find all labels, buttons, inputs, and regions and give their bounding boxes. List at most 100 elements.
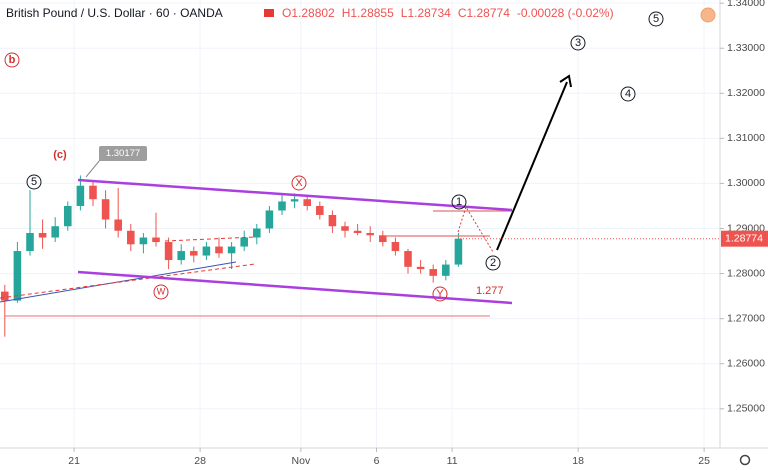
candle-body [341,226,349,231]
callout-box [99,146,147,161]
candle-body [379,235,387,243]
candle-body [416,266,425,270]
annotations: b (c) 5 1.30177 X W Y 1 2 3 4 5 1.277 [4,7,716,302]
candle-body [13,251,22,301]
candle-body [391,242,400,252]
candle-body [353,230,362,234]
y-tick-label: 1.28000 [727,267,765,279]
candle-body [278,201,286,211]
wave-circle [291,175,307,191]
y-tick-label: 1.25000 [727,403,765,415]
wave-circle [485,255,501,271]
x-tick-label: 11 [447,455,458,467]
candle-body [404,251,412,267]
alert-icon[interactable] [700,7,716,23]
candle-body [177,251,185,261]
candle-body [429,269,437,276]
wave-label: 1 [456,196,462,208]
candle-body [139,237,148,245]
dashed-line [164,236,256,242]
candle-body [51,226,59,238]
candle-body [152,237,160,243]
candle-body [114,219,122,231]
arrow-head [559,74,572,88]
dashed-line [0,263,256,299]
wave-label: 5 [653,13,659,25]
y-tick-label: 1.27000 [727,312,765,324]
candle-body [316,205,324,215]
candle-body [164,242,173,261]
candle-body [38,233,47,238]
last-price-tag [721,230,768,247]
callout-text: 1.30177 [106,148,140,159]
projection [457,205,494,253]
wave-circle [4,52,20,68]
wave-label: 4 [625,88,631,100]
x-tick-label: 18 [572,455,584,467]
x-tick-label: 6 [374,455,380,467]
wave-circle [432,286,448,302]
candle-body [240,237,248,247]
y-tick-label: 1.32000 [727,87,765,99]
x-tick-label: 28 [194,455,206,467]
wave-label: 2 [490,257,496,269]
y-tick-label: 1.33000 [727,42,765,54]
ohlc-values: O1.28802 H1.28855 L1.28734 C1.28774 -0.00028… [282,6,614,20]
y-tick-label: 1.30000 [727,177,765,189]
channel-bottom [77,270,513,305]
settings-icon[interactable] [739,454,751,466]
ohlc-value: O1.28802 [282,6,335,20]
candle-body [76,185,85,206]
candles [1,175,463,337]
candle-body [190,251,198,256]
candle-body [127,230,135,245]
wave-label: X [295,177,303,189]
wave-circle [620,86,636,102]
candle-body [366,233,374,236]
symbol-title: British Pound / U.S. Dollar · 60 · OANDA [6,6,223,20]
candle-body [265,210,274,229]
candle-body [89,185,97,200]
last-price-label: 1.28774 [725,232,763,244]
candle-body [328,214,337,227]
candle-body [454,238,463,265]
wave-circle [570,35,586,51]
candle-body [290,199,299,202]
wave-circle [451,194,467,210]
arrow [496,81,568,251]
candle-body [26,233,34,252]
candle-body [64,205,72,227]
x-tick-label: 25 [698,455,710,467]
candle-body [202,246,211,256]
ohlc-value: -0.00028 (-0.02%) [517,6,614,20]
candle-body [253,228,261,238]
y-tick-label: 1.26000 [727,357,765,369]
drawings [0,74,572,317]
candle-body [215,246,223,254]
change-icon [264,9,274,17]
wave-label: Y [436,288,444,300]
channel-top [77,178,513,212]
ohlc-value: L1.28734 [401,6,451,20]
x-tick-label: 21 [68,455,80,467]
wave-circle [26,174,42,190]
wave-label: 3 [575,37,581,49]
x-tick-label: Nov [292,455,311,467]
wave-label: W [157,286,166,296]
axes: 1.250001.260001.270001.280001.290001.300… [68,0,768,467]
y-tick-label: 1.31000 [727,132,765,144]
target-label: 1.277 [476,285,504,297]
candle-body [227,246,236,254]
candle-body [1,291,9,301]
ohlc-value: C1.28774 [458,6,510,20]
candle-body [101,199,110,220]
wave-label: 5 [31,176,37,188]
callout-pointer [85,159,101,178]
wave-label: b [9,54,16,66]
wave-label: (c) [53,149,67,161]
grid [0,0,720,448]
candle-body [442,264,450,276]
wave-circle [153,284,169,300]
wave-circle [648,11,664,27]
